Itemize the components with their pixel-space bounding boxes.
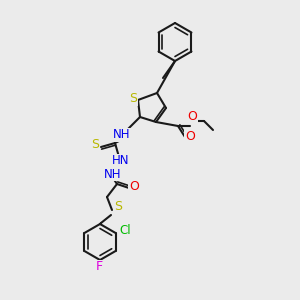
Text: F: F	[95, 260, 103, 274]
Text: O: O	[129, 179, 139, 193]
Text: S: S	[129, 92, 137, 106]
Text: O: O	[187, 110, 197, 122]
Text: Cl: Cl	[120, 224, 131, 238]
Text: S: S	[91, 139, 99, 152]
Text: NH: NH	[113, 128, 131, 142]
Text: S: S	[114, 200, 122, 214]
Text: O: O	[185, 130, 195, 143]
Text: NH: NH	[104, 167, 122, 181]
Text: HN: HN	[112, 154, 130, 167]
